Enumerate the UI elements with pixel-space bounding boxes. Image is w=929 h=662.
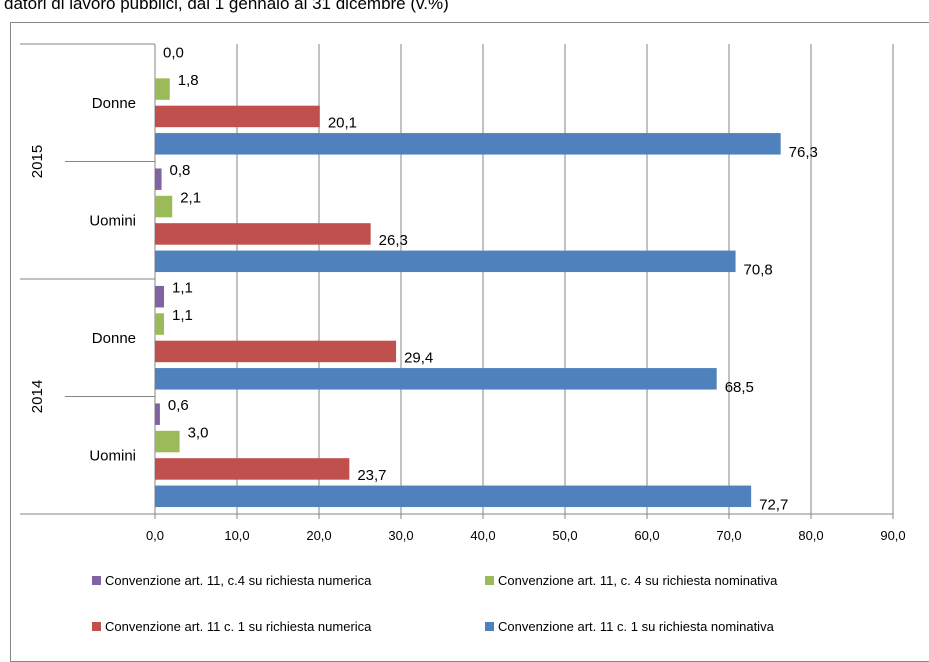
legend-swatch	[485, 622, 494, 631]
group-label: 2015	[29, 145, 46, 178]
data-label: 1,8	[178, 72, 199, 89]
legend-swatch	[485, 576, 494, 585]
bar	[155, 430, 180, 453]
x-tick-label: 60,0	[634, 528, 659, 543]
data-label: 72,7	[759, 496, 788, 513]
x-tick-label: 30,0	[388, 528, 413, 543]
bar	[155, 168, 162, 190]
x-tick-label: 20,0	[306, 528, 331, 543]
bar	[155, 458, 350, 480]
legend-swatch	[92, 622, 101, 631]
legend-label: Convenzione art. 11 c. 1 su richiesta no…	[498, 619, 775, 634]
x-tick-label: 0,0	[146, 528, 164, 543]
category-label: Uomini	[89, 212, 136, 229]
x-tick-label: 40,0	[470, 528, 495, 543]
bar	[155, 105, 320, 128]
data-label: 2,1	[180, 190, 201, 207]
bar-chart: 0,0 10,0 20,0 30,0 40,0 50,0 60,0 70,0 80,0 90,0 D…	[20, 43, 906, 634]
category-label: Donne	[92, 330, 136, 347]
legend-label: Convenzione art. 11, c.4 su richiesta nu…	[105, 573, 372, 588]
group-label: 2014	[29, 380, 46, 413]
data-label: 23,7	[357, 467, 386, 484]
legend-label: Convenzione art. 11 c. 1 su richiesta nu…	[105, 619, 372, 634]
bar	[155, 485, 752, 508]
data-label: 70,8	[744, 261, 773, 278]
legend-label: Convenzione art. 11, c. 4 su richiesta n…	[498, 573, 778, 588]
data-label: 1,1	[172, 280, 193, 297]
bar	[155, 403, 160, 425]
data-label: 26,3	[379, 232, 408, 249]
data-label: 0,6	[168, 397, 189, 414]
bar	[155, 195, 173, 218]
x-tick-label: 80,0	[798, 528, 823, 543]
legend-swatch	[92, 576, 101, 585]
data-label: 1,1	[172, 307, 193, 324]
bar	[155, 368, 717, 390]
data-label: 20,1	[328, 114, 357, 131]
x-tick-label: 90,0	[880, 528, 905, 543]
data-label: 0,0	[163, 45, 184, 62]
category-label: Donne	[92, 95, 136, 112]
x-tick-label: 70,0	[716, 528, 741, 543]
data-label: 76,3	[789, 144, 818, 161]
bar	[155, 133, 781, 155]
data-label: 29,4	[404, 349, 433, 366]
data-label: 0,8	[170, 162, 191, 179]
bar	[155, 313, 165, 335]
bar	[155, 78, 170, 100]
bar	[155, 250, 736, 273]
x-tick-label: 10,0	[224, 528, 249, 543]
category-label: Uomini	[89, 447, 136, 464]
bar	[155, 223, 371, 245]
data-label: 68,5	[725, 379, 754, 396]
x-tick-label: 50,0	[552, 528, 577, 543]
bar	[155, 285, 165, 308]
chart-title: datori di lavoro pubblici, dal 1 gennaio…	[4, 0, 449, 13]
bar	[155, 340, 397, 363]
data-label: 3,0	[188, 425, 209, 442]
